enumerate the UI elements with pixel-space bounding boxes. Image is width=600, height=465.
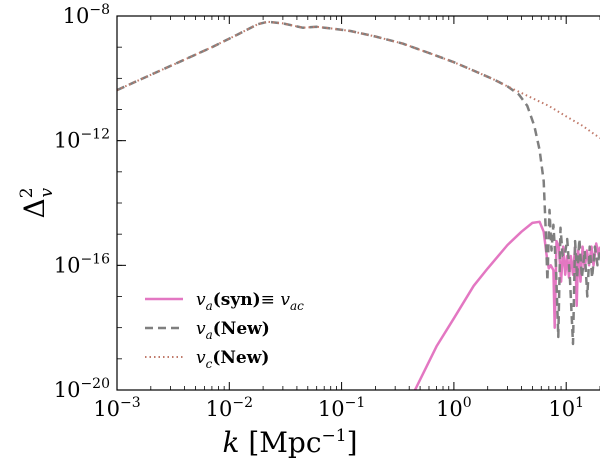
x-axis-label: k [Mpc−1] — [222, 426, 357, 459]
series-line-3 — [117, 20, 600, 140]
series-line-1 — [413, 220, 600, 390]
legend-label-2: va(New) — [196, 319, 270, 342]
y-tick-label: 10−12 — [54, 127, 110, 153]
legend-label-3: vc(New) — [196, 348, 269, 371]
x-tick-label: 101 — [548, 395, 584, 421]
series-line-2 — [117, 20, 600, 346]
y-tick-label: 10−20 — [54, 376, 110, 402]
legend: va(syn)≡ vac va(New) vc(New) — [145, 290, 304, 371]
series-layer — [117, 20, 600, 390]
axes-layer: 10−3 10−2 10−1 100 101 10−20 10−16 10−12 10−8 k [… — [17, 2, 600, 459]
x-tick-label: 10−3 — [93, 395, 140, 421]
y-axis-label: Δ2v — [17, 187, 57, 218]
x-tick-label: 100 — [436, 395, 472, 421]
y-tick-label: 10−8 — [63, 2, 110, 28]
x-tick-label: 10−1 — [318, 395, 365, 421]
legend-label-1: va(syn)≡ vac — [196, 290, 304, 313]
y-tick-label: 10−16 — [54, 251, 110, 277]
plot-frame — [116, 15, 600, 391]
x-tick-label: 10−2 — [206, 395, 253, 421]
